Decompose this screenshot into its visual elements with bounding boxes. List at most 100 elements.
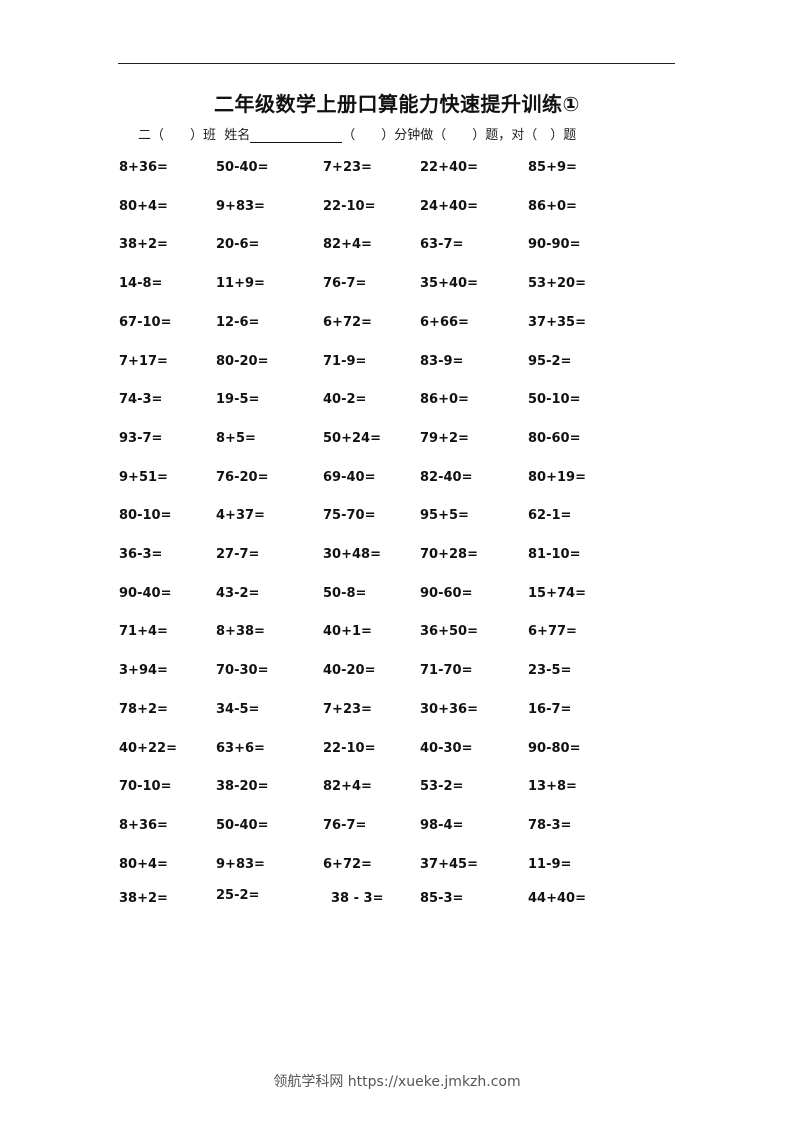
problem: 38+2= [119,891,168,906]
problem: 90-90= [528,237,581,253]
problem: 76-20= [216,469,269,485]
problem: 82+4= [323,237,372,253]
problem: 19-5= [216,392,260,408]
problem: 7+17= [119,353,168,369]
problem: 50-40= [216,160,269,175]
problem: 70-30= [216,663,269,679]
problem: 6+77= [528,624,577,640]
problem: 34-5= [216,701,260,717]
problem: 40+1= [323,624,372,640]
problem: 80+19= [528,469,586,485]
problem: 90-60= [420,585,473,601]
problem: 82+4= [323,779,372,795]
problem: 9+83= [216,198,265,214]
problem: 98-4= [420,817,464,833]
problem: 4+37= [216,508,265,524]
problem: 11+9= [216,276,265,292]
problem: 8+36= [119,160,168,175]
problem: 40+22= [119,740,177,756]
problem: 44+40= [528,891,586,906]
problem: 22+40= [420,160,478,175]
problem: 85-3= [420,891,464,906]
problem: 86+0= [420,392,469,408]
problem: 76-7= [323,276,367,292]
problem: 67-10= [119,314,172,330]
page-title: 二年级数学上册口算能力快速提升训练① [214,92,580,116]
problem: 25-2= [216,888,260,903]
problem: 6+72= [323,856,372,872]
problem: 8+36= [119,817,168,833]
problem: 6+72= [323,314,372,330]
problem: 53-2= [420,779,464,795]
problem: 22-10= [323,740,376,756]
time-score-label: （ ）分钟做（ ）题，对（ ）题 [342,128,577,143]
problem: 71-9= [323,353,367,369]
problem: 95-2= [528,353,572,369]
problem: 40-2= [323,392,367,408]
problem: 78+2= [119,701,168,717]
problem: 71+4= [119,624,168,640]
problem: 16-7= [528,701,572,717]
problem: 37+35= [528,314,586,330]
problem: 74-3= [119,392,163,408]
footer-watermark: 领航学科网 https://xueke.jmkzh.com [273,1074,521,1090]
problem: 75-70= [323,508,376,524]
problem: 9+83= [216,856,265,872]
problem: 35+40= [420,276,478,292]
problem: 38 - 3= [331,891,384,906]
problem: 50-40= [216,817,269,833]
problem: 43-2= [216,585,260,601]
problem: 38-20= [216,779,269,795]
problem: 70-10= [119,779,172,795]
problem: 3+94= [119,663,168,679]
problem: 81-10= [528,547,581,562]
info-line: 二（ ）班 姓名 （ ）分钟做（ ）题，对（ ）题 [138,124,576,143]
problem: 78-3= [528,817,572,833]
problem: 53+20= [528,276,586,292]
problem: 76-7= [323,817,367,833]
problem: 63-7= [420,237,464,253]
problem: 30+36= [420,701,478,717]
problem: 36-3= [119,547,163,562]
problem: 80-10= [119,508,172,524]
problem: 50-8= [323,585,367,601]
problem: 23-5= [528,663,572,679]
problem: 95+5= [420,508,469,524]
problem: 38+2= [119,237,168,253]
problem: 8+38= [216,624,265,640]
problem: 86+0= [528,198,577,214]
header-rule [118,63,675,64]
problem: 36+50= [420,624,478,640]
problem: 80-60= [528,430,581,446]
problem: 14-8= [119,276,163,292]
name-blank[interactable] [250,128,343,143]
problem: 80+4= [119,856,168,872]
problem: 20-6= [216,237,260,253]
problem: 13+8= [528,779,577,795]
problem: 7+23= [323,701,372,717]
problem: 62-1= [528,508,572,524]
problem: 50-10= [528,392,581,408]
problem: 9+51= [119,469,168,485]
problem: 79+2= [420,430,469,446]
problem: 15+74= [528,585,586,601]
problem: 80+4= [119,198,168,214]
problem: 69-40= [323,469,376,485]
problem: 85+9= [528,160,577,175]
problem: 70+28= [420,547,478,562]
problem: 83-9= [420,353,464,369]
problem: 40-20= [323,663,376,679]
problem: 90-40= [119,585,172,601]
problem: 24+40= [420,198,478,214]
problem: 93-7= [119,430,163,446]
problem: 90-80= [528,740,581,756]
problem: 12-6= [216,314,260,330]
problem: 63+6= [216,740,265,756]
problem: 8+5= [216,430,256,446]
problem: 7+23= [323,160,372,175]
problem: 30+48= [323,547,381,562]
problem: 71-70= [420,663,473,679]
problem: 40-30= [420,740,473,756]
problem: 27-7= [216,547,260,562]
problem: 6+66= [420,314,469,330]
